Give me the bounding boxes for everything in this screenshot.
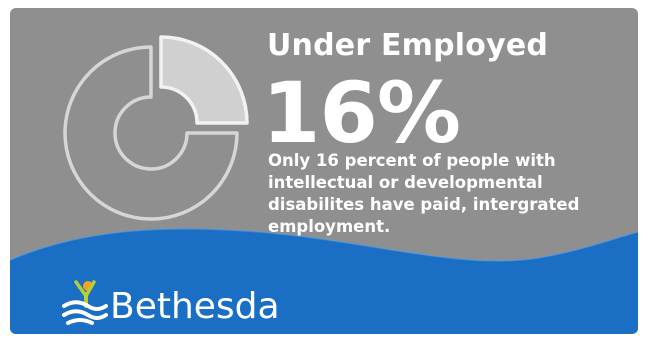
description-text: Only 16 percent of people with intellect… bbox=[268, 151, 580, 236]
highlight-segment bbox=[159, 35, 249, 125]
background bbox=[10, 35, 638, 334]
percent-figure: 16% bbox=[262, 64, 461, 162]
bethesda-logo-icon bbox=[62, 280, 108, 325]
headline: Under Employed bbox=[267, 28, 549, 63]
infographic-card: Under Employed 16% Only 16 percent of pe… bbox=[10, 8, 638, 334]
donut-chart-icon bbox=[63, 35, 249, 221]
blue-wave bbox=[10, 228, 638, 334]
brand-name: Bethesda bbox=[110, 286, 280, 327]
